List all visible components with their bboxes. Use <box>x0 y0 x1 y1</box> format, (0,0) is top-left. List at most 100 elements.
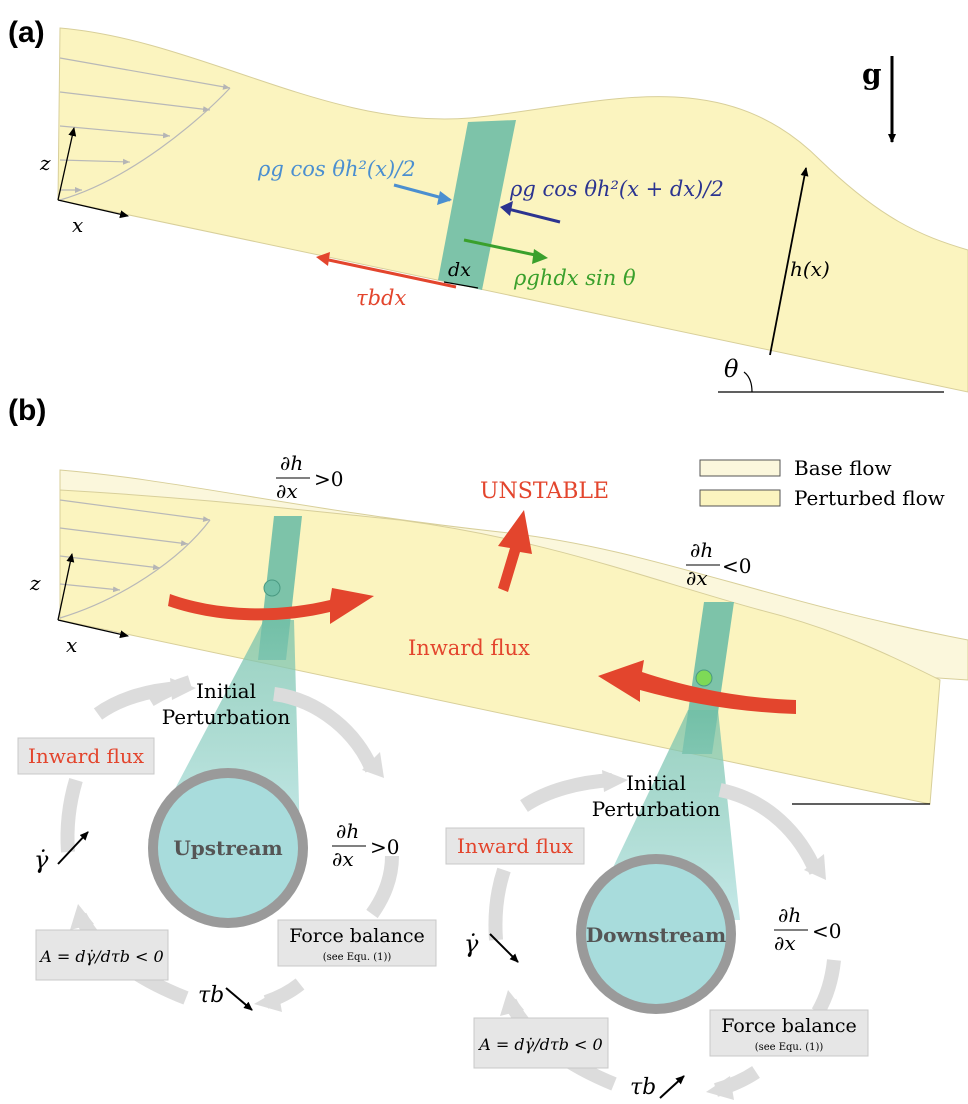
gravity-component-label: ρghdx sin θ <box>513 266 636 290</box>
svg-text:∂h: ∂h <box>690 538 713 562</box>
legend-swatch-perturbed <box>699 489 781 507</box>
downstream-A-box <box>473 1017 609 1069</box>
legend-label-base: Base flow <box>794 456 892 480</box>
cycle-arrowhead-up-3 <box>70 904 94 930</box>
axes-a <box>57 127 129 219</box>
svg-text:>0: >0 <box>314 467 343 491</box>
cycle-arrowhead-down-1 <box>804 854 826 880</box>
upstream-disc <box>158 778 298 918</box>
axes-b <box>57 553 129 639</box>
svg-text:∂h: ∂h <box>336 819 359 843</box>
axis-x-label-a: x <box>72 213 83 237</box>
cycle-arrowhead-down-3 <box>500 990 524 1016</box>
gravity-component-arrowhead <box>532 249 548 264</box>
downstream-initial-1: Initial <box>626 771 686 795</box>
svg-text:∂h: ∂h <box>280 451 303 475</box>
upstream-A-box <box>35 929 169 981</box>
upstream-initial-2: Perturbation <box>162 705 291 729</box>
downstream-A-def: A = dγ̇/dτb < 0 <box>477 1035 602 1054</box>
upstream-inward-flux-label: Inward flux <box>28 744 145 768</box>
axis-z-label-a: z <box>39 151 51 175</box>
cycle-arc-up-right2 <box>366 855 399 919</box>
dhdx-neg-top: ∂h ∂x <0 <box>686 538 751 590</box>
svg-text:<0: <0 <box>812 919 841 943</box>
inward-flux-arrow-right <box>598 660 796 714</box>
downstream-title: Downstream <box>586 923 726 947</box>
velocity-profile-a <box>59 57 231 201</box>
pressure-downstream-arrow <box>503 206 561 224</box>
upstream-tau-arrow <box>225 987 253 1011</box>
shear-force-label: τbdx <box>356 286 407 310</box>
unstable-label: UNSTABLE <box>480 479 609 504</box>
cycle-arc-down-right1 <box>718 783 823 875</box>
panel-b-tag: (b) <box>8 394 46 427</box>
cycle-arc-down-topleft <box>520 773 613 812</box>
upstream-force-balance-label: Force balance <box>289 925 425 947</box>
cycle-downstream: Downstream Initial Perturbation Inward f… <box>445 710 869 1100</box>
angle-label: θ <box>724 355 739 383</box>
slice-width-label: dx <box>448 259 471 281</box>
angle-arc <box>743 371 753 393</box>
upstream-A-def: A = dγ̇/dτb < 0 <box>38 947 163 966</box>
cycle-upstream: Upstream Initial Perturbation Inward flu… <box>17 620 437 1012</box>
downstream-gamma-dot: γ̇ <box>464 930 479 958</box>
downstream-force-balance-box <box>709 1009 869 1057</box>
upstream-see-eq: (see Equ. (1)) <box>323 952 392 963</box>
downstream-disc <box>586 864 726 1004</box>
cycle-arc-up-left2 <box>60 777 83 853</box>
svg-text:<0: <0 <box>722 554 751 578</box>
downstream-tau-arrow <box>659 1075 685 1099</box>
svg-text:>0: >0 <box>370 835 399 859</box>
upstream-dhdx: ∂h ∂x >0 <box>332 819 399 871</box>
cycle-arrowhead-up-4 <box>170 678 196 700</box>
svg-text:∂x: ∂x <box>332 847 354 871</box>
pressure-upstream-label: ρg cos θh²(x)/2 <box>257 157 416 181</box>
axis-x-label-b: x <box>66 633 77 657</box>
upstream-title: Upstream <box>173 836 282 860</box>
upstream-gamma-dot: γ̇ <box>34 846 49 874</box>
control-slice <box>438 120 516 290</box>
dhdx-pos-top: ∂h ∂x >0 <box>276 451 343 503</box>
cycle-arc-up-right1 <box>272 687 379 773</box>
pressure-downstream-arrowhead <box>500 201 513 216</box>
downstream-marker <box>695 669 713 687</box>
legend-swatch-base <box>699 459 781 477</box>
upstream-tau-b: τb <box>198 983 224 1008</box>
svg-text:∂x: ∂x <box>276 479 298 503</box>
cycle-arrowhead-down-2 <box>706 1076 734 1100</box>
pressure-downstream-label: ρg cos θh²(x + dx)/2 <box>509 177 724 201</box>
downstream-inward-flux-label: Inward flux <box>457 834 574 858</box>
velocity-profile-b <box>59 499 211 619</box>
cycle-arrowhead-down-4 <box>602 770 628 792</box>
panel-a-tag: (a) <box>8 16 45 49</box>
downstream-force-balance-label: Force balance <box>721 1015 857 1037</box>
downstream-initial-2: Perturbation <box>592 797 721 821</box>
unstable-arrow <box>498 510 532 592</box>
height-arrow <box>769 167 809 356</box>
downstream-gamma-arrow <box>489 933 519 963</box>
gravity-component-arrow <box>463 238 541 258</box>
legend-label-perturbed: Perturbed flow <box>794 486 945 510</box>
downstream-dhdx: ∂h ∂x <0 <box>774 903 841 955</box>
upstream-force-balance-box <box>277 919 437 967</box>
upstream-marker <box>263 579 281 597</box>
pressure-upstream-arrowhead <box>437 191 452 205</box>
gravity-label: g <box>862 58 882 91</box>
svg-text:∂x: ∂x <box>686 566 708 590</box>
downstream-tau-b: τb <box>630 1075 656 1100</box>
inward-flux-arrow-left <box>168 588 374 624</box>
cycle-arc-down-left2 <box>488 867 511 941</box>
height-label: h(x) <box>790 257 830 281</box>
upstream-gamma-arrow <box>57 831 89 865</box>
downstream-see-eq: (see Equ. (1)) <box>755 1042 824 1053</box>
cycle-arrowhead-up-1 <box>362 752 384 778</box>
upstream-inward-flux-box <box>17 737 155 775</box>
downstream-inward-flux-box <box>445 827 585 865</box>
cycle-arrowhead-up-2 <box>254 990 282 1012</box>
svg-text:∂x: ∂x <box>774 931 796 955</box>
svg-text:∂h: ∂h <box>778 903 801 927</box>
shear-force-arrow <box>323 257 457 289</box>
axis-z-label-b: z <box>29 571 41 595</box>
upstream-initial-1: Initial <box>196 679 256 703</box>
cycle-arc-down-right2 <box>811 959 841 1016</box>
